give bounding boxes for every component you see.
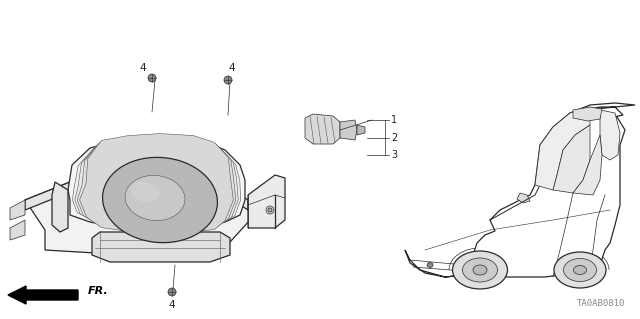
Ellipse shape <box>168 288 176 296</box>
Ellipse shape <box>268 208 272 212</box>
Ellipse shape <box>563 258 596 281</box>
Polygon shape <box>75 137 238 230</box>
Polygon shape <box>79 134 234 234</box>
Polygon shape <box>405 103 635 277</box>
Polygon shape <box>10 200 25 220</box>
Polygon shape <box>77 135 236 232</box>
Text: 4: 4 <box>140 63 147 73</box>
Ellipse shape <box>102 157 218 243</box>
Ellipse shape <box>224 76 232 84</box>
Polygon shape <box>25 182 248 210</box>
Ellipse shape <box>554 252 606 288</box>
Polygon shape <box>25 182 250 258</box>
Polygon shape <box>357 125 365 135</box>
Polygon shape <box>573 107 602 121</box>
Text: 4: 4 <box>169 300 175 310</box>
Ellipse shape <box>473 265 487 275</box>
Ellipse shape <box>130 182 160 202</box>
Polygon shape <box>535 107 590 190</box>
Ellipse shape <box>573 265 586 275</box>
Text: 1: 1 <box>391 115 397 125</box>
Polygon shape <box>68 138 245 230</box>
Ellipse shape <box>463 258 497 282</box>
Polygon shape <box>248 175 285 228</box>
Ellipse shape <box>266 206 274 214</box>
Polygon shape <box>600 110 620 160</box>
Polygon shape <box>10 220 25 240</box>
Text: 3: 3 <box>391 150 397 160</box>
Polygon shape <box>72 138 241 229</box>
Polygon shape <box>553 125 590 193</box>
Polygon shape <box>92 232 230 262</box>
Text: TA0AB0810: TA0AB0810 <box>577 299 625 308</box>
Ellipse shape <box>148 74 156 82</box>
Text: 2: 2 <box>391 133 397 143</box>
Ellipse shape <box>452 251 508 289</box>
Text: 4: 4 <box>228 63 236 73</box>
Ellipse shape <box>125 175 185 220</box>
Polygon shape <box>517 193 530 203</box>
Polygon shape <box>573 135 602 195</box>
Polygon shape <box>52 182 68 232</box>
Ellipse shape <box>427 263 433 268</box>
Text: FR.: FR. <box>88 286 109 296</box>
Polygon shape <box>340 120 357 140</box>
FancyArrow shape <box>8 286 78 304</box>
Polygon shape <box>305 114 340 144</box>
